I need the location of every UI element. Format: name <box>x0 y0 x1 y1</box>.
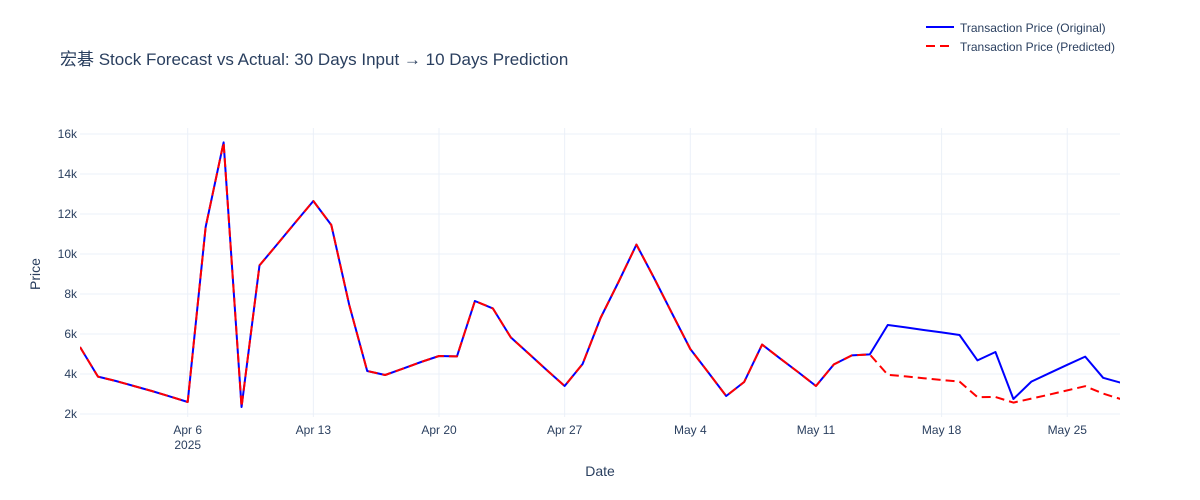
x-tick-label: May 25 <box>1048 423 1088 437</box>
y-tick-label: 6k <box>64 327 78 341</box>
legend-label-original: Transaction Price (Original) <box>960 21 1106 35</box>
y-tick-label: 14k <box>58 167 78 181</box>
y-tick-label: 12k <box>58 207 78 221</box>
legend-item-original[interactable]: Transaction Price (Original) <box>926 21 1106 35</box>
series-line-predicted[interactable] <box>80 141 1139 408</box>
x-tick-label: May 11 <box>797 423 836 437</box>
x-tick-label: Apr 6 <box>173 423 202 437</box>
x-axis-title: Date <box>585 463 615 479</box>
y-axis-ticks: 2k 4k 6k 8k 10k 12k 14k 16k <box>58 127 78 421</box>
y-tick-label: 8k <box>64 287 78 301</box>
chart-title: 宏碁 Stock Forecast vs Actual: 30 Days Inp… <box>60 50 568 69</box>
y-tick-label: 2k <box>64 407 78 421</box>
x-tick-label: May 18 <box>922 423 962 437</box>
legend-label-predicted: Transaction Price (Predicted) <box>960 40 1115 54</box>
y-axis-title: Price <box>27 258 43 290</box>
legend-item-predicted[interactable]: Transaction Price (Predicted) <box>926 40 1115 54</box>
series-lines <box>80 141 1139 408</box>
x-tick-sublabel: 2025 <box>174 438 201 452</box>
gridlines <box>80 128 1120 417</box>
legend[interactable]: Transaction Price (Original) Transaction… <box>926 21 1115 54</box>
x-tick-label: Apr 13 <box>296 423 332 437</box>
y-tick-label: 16k <box>58 127 78 141</box>
y-tick-label: 10k <box>58 247 78 261</box>
series-line-original[interactable] <box>80 141 1139 408</box>
x-tick-label: May 4 <box>674 423 707 437</box>
x-tick-label: Apr 27 <box>547 423 583 437</box>
x-tick-label: Apr 20 <box>421 423 457 437</box>
y-tick-label: 4k <box>64 367 78 381</box>
